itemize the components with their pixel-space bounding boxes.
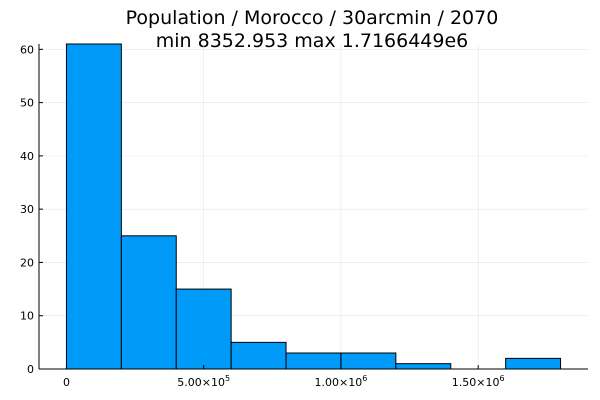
- y-tick-label: 30: [20, 203, 34, 216]
- histogram-bar: [120, 235, 177, 370]
- x-tick-mantissa: 1.50×10: [452, 376, 500, 389]
- histogram-bar: [505, 357, 562, 370]
- x-tick-mantissa: 1.00×10: [315, 376, 363, 389]
- x-tick-label: 1.00×106: [315, 374, 368, 389]
- histogram-bar: [230, 341, 287, 370]
- y-tick-label: 40: [20, 150, 34, 163]
- y-tick-label: 10: [20, 310, 34, 323]
- histogram-bar: [395, 363, 452, 370]
- histogram-bar: [65, 43, 122, 370]
- y-tick-label: 60: [20, 43, 34, 56]
- histogram-bar: [340, 352, 397, 370]
- x-tick-label: 5.00×105: [177, 374, 230, 389]
- x-tick-exponent: 6: [362, 374, 367, 383]
- histogram-bar: [285, 352, 342, 370]
- axis-layer: [38, 44, 588, 370]
- histogram-bar: [175, 288, 232, 370]
- chart-subtitle: min 8352.953 max 1.7166449e6: [156, 30, 469, 52]
- x-tick-label: 1.50×106: [452, 374, 505, 389]
- chart-title: Population / Morocco / 30arcmin / 2070: [126, 7, 499, 29]
- x-tick-label: 0: [63, 376, 70, 389]
- x-tick-exponent: 6: [500, 374, 505, 383]
- bar-layer: [65, 43, 562, 370]
- x-tick-mantissa: 0: [63, 376, 70, 389]
- x-tick-mantissa: 5.00×10: [177, 376, 225, 389]
- y-tick-label: 0: [27, 363, 34, 376]
- x-tick-exponent: 5: [225, 374, 230, 383]
- y-tick-label: 20: [20, 256, 34, 269]
- y-tick-label: 50: [20, 97, 34, 110]
